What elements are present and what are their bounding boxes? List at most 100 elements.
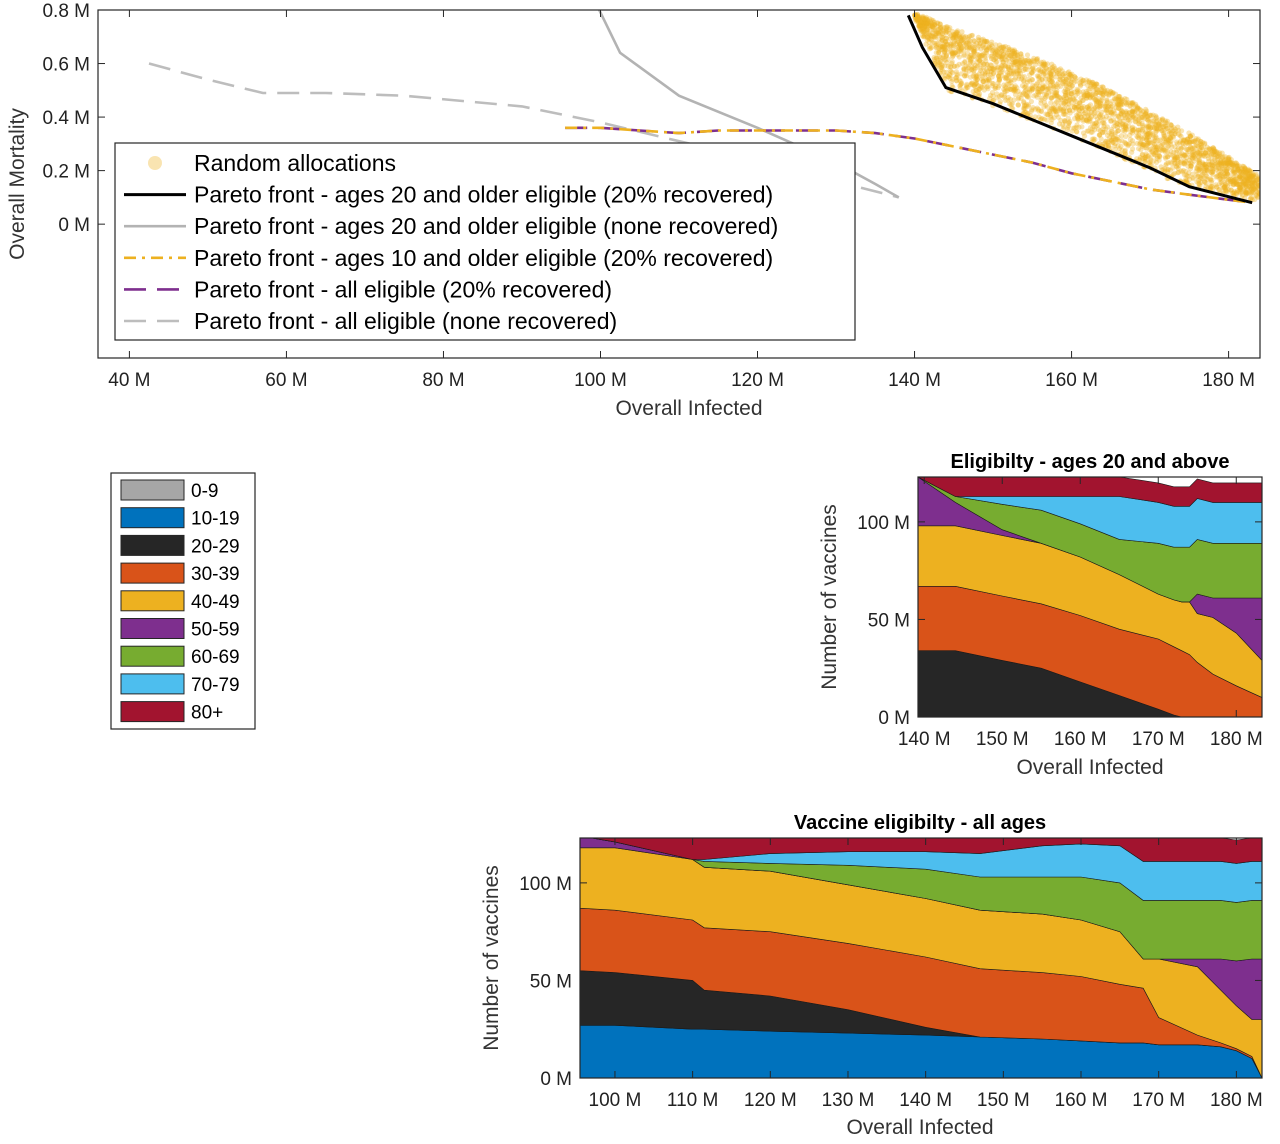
random-allocation-point <box>972 75 978 81</box>
random-allocation-point <box>999 54 1005 60</box>
random-allocation-point <box>1250 184 1256 190</box>
random-allocation-point <box>1010 48 1016 55</box>
random-allocation-point <box>1092 127 1098 133</box>
random-allocation-point <box>1155 137 1161 144</box>
random-allocation-point <box>989 83 995 89</box>
random-allocation-point <box>913 18 919 24</box>
random-allocation-point <box>1233 179 1239 185</box>
random-allocation-point <box>967 44 973 51</box>
random-allocation-point <box>1107 88 1113 94</box>
random-allocation-point <box>1116 138 1122 144</box>
random-allocation-point <box>1150 112 1156 118</box>
random-allocation-point <box>943 39 949 45</box>
random-allocation-point <box>921 20 927 26</box>
random-allocation-point <box>961 73 968 79</box>
random-allocation-point <box>1047 109 1053 115</box>
random-allocation-point <box>1134 104 1140 110</box>
random-allocation-point <box>1220 174 1226 180</box>
random-allocation-point <box>995 73 1002 79</box>
random-allocation-point <box>1168 134 1174 140</box>
random-allocation-point <box>1190 174 1196 181</box>
random-allocation-point <box>1060 76 1066 82</box>
random-allocation-point <box>1124 101 1130 107</box>
random-allocation-point <box>1032 83 1038 89</box>
random-allocation-point <box>1129 130 1136 136</box>
random-allocation-point <box>1246 189 1252 195</box>
random-allocation-point <box>1209 170 1215 176</box>
random-allocation-point <box>1142 154 1148 160</box>
random-allocation-point <box>1095 126 1102 132</box>
random-allocation-point <box>993 85 999 91</box>
random-allocation-point <box>932 34 939 40</box>
random-allocation-point <box>1043 111 1049 117</box>
random-allocation-point <box>1108 89 1114 95</box>
random-allocation-point <box>1118 101 1125 107</box>
random-allocation-point <box>963 73 970 79</box>
random-allocation-point <box>999 48 1005 55</box>
random-allocation-point <box>956 46 962 52</box>
random-allocation-point <box>1192 143 1198 149</box>
random-allocation-point <box>1022 88 1028 94</box>
random-allocation-point <box>1230 190 1236 196</box>
random-allocation-point <box>1054 88 1060 94</box>
p1-x-tick-label: 150 M <box>976 729 1029 750</box>
random-allocation-point <box>999 67 1006 73</box>
random-allocation-point <box>1256 182 1260 188</box>
random-allocation-point <box>958 71 964 77</box>
p1-x-tick-label: 140 M <box>898 729 951 750</box>
random-allocation-point <box>1245 170 1251 176</box>
random-allocation-point <box>1010 86 1017 92</box>
random-allocation-point <box>958 34 965 40</box>
top-x-tick-label: 180 M <box>1202 370 1255 391</box>
random-allocation-point <box>1247 168 1253 174</box>
random-allocation-point <box>1209 159 1215 165</box>
random-allocation-point <box>1217 173 1223 179</box>
random-allocation-point <box>1195 154 1201 160</box>
random-allocation-point <box>961 53 967 59</box>
random-allocation-point <box>1211 166 1217 172</box>
random-allocation-point <box>1094 86 1100 92</box>
random-allocation-point <box>1155 121 1161 127</box>
random-allocation-point <box>954 73 960 79</box>
random-allocation-point <box>1047 82 1054 89</box>
random-allocation-point <box>1054 92 1060 98</box>
random-allocation-point <box>1031 66 1037 72</box>
random-allocation-point <box>1172 155 1178 161</box>
random-allocation-point <box>1176 163 1182 169</box>
random-allocation-point <box>1176 140 1183 146</box>
random-allocation-point <box>1146 134 1152 140</box>
random-allocation-point <box>1217 165 1223 171</box>
random-allocation-point <box>947 43 953 50</box>
random-allocation-point <box>1154 125 1160 131</box>
random-allocation-point <box>1195 162 1201 168</box>
random-allocation-point <box>928 32 934 39</box>
random-allocation-point <box>1156 153 1162 159</box>
random-allocation-point <box>1233 173 1239 179</box>
random-allocation-point <box>1108 118 1114 124</box>
random-allocation-point <box>1123 151 1129 157</box>
random-allocation-point <box>1097 102 1103 108</box>
random-allocation-point <box>1195 143 1201 149</box>
random-allocation-point <box>974 74 980 80</box>
random-allocation-point <box>1056 94 1062 101</box>
random-allocation-point <box>1169 144 1175 150</box>
random-allocation-point <box>920 21 927 27</box>
random-allocation-point <box>941 25 947 31</box>
random-allocation-point <box>1109 98 1115 104</box>
random-allocation-point <box>1040 63 1046 69</box>
random-allocation-point <box>1255 181 1260 187</box>
random-allocation-point <box>1172 155 1178 161</box>
random-allocation-point <box>1143 111 1149 117</box>
random-allocation-point <box>949 70 956 76</box>
random-allocation-point <box>1230 182 1236 188</box>
random-allocation-point <box>937 62 943 68</box>
random-allocation-point <box>1017 68 1023 74</box>
eligibility-ages-20-chart: Eligibilty - ages 20 and above 140 M 150 … <box>818 451 1263 779</box>
random-allocation-point <box>1199 172 1205 178</box>
random-allocation-point <box>967 56 973 62</box>
random-allocation-point <box>1246 173 1253 179</box>
random-allocation-point <box>1108 104 1114 110</box>
random-allocation-point <box>1166 130 1173 136</box>
random-allocation-point <box>1177 150 1183 156</box>
random-allocation-point <box>1207 185 1214 191</box>
